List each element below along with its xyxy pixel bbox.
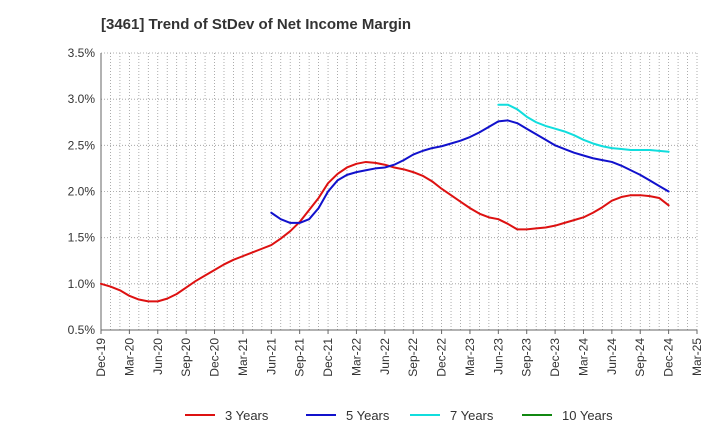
y-tick-label: 1.0% <box>68 277 96 291</box>
y-tick-label: 2.5% <box>68 138 96 152</box>
x-tick-label: Sep-21 <box>293 338 307 377</box>
x-tick-label: Mar-24 <box>576 338 590 376</box>
x-tick-label: Dec-21 <box>321 338 335 377</box>
series-line-3-years <box>100 160 670 303</box>
y-tick-label: 2.0% <box>68 185 96 199</box>
x-tick-label: Sep-22 <box>406 338 420 377</box>
x-tick-label: Sep-23 <box>520 338 534 377</box>
y-tick-label: 0.5% <box>68 323 96 337</box>
x-tick-label: Dec-24 <box>662 338 676 377</box>
legend-label: 3 Years <box>225 408 269 423</box>
legend-label: 5 Years <box>346 408 390 423</box>
series-line-5-years <box>270 119 670 224</box>
y-tick-label: 3.5% <box>68 46 96 60</box>
x-tick-label: Mar-22 <box>349 338 363 376</box>
x-tick-label: Sep-24 <box>633 338 647 377</box>
x-tick-label: Jun-22 <box>378 338 392 375</box>
x-tick-label: Jun-24 <box>605 338 619 375</box>
x-tick-label: Mar-25 <box>690 338 704 376</box>
legend-label: 10 Years <box>562 408 613 423</box>
x-tick-label: Dec-19 <box>94 338 108 377</box>
x-tick-label: Jun-20 <box>151 338 165 375</box>
series-line-7-years <box>497 103 670 153</box>
x-tick-label: Jun-23 <box>491 338 505 375</box>
chart-title: [3461] Trend of StDev of Net Income Marg… <box>101 16 412 33</box>
x-tick-label: Sep-20 <box>179 338 193 377</box>
x-tick-label: Dec-23 <box>548 338 562 377</box>
x-tick-label: Dec-22 <box>435 338 449 377</box>
x-tick-label: Dec-20 <box>208 338 222 377</box>
x-tick-label: Mar-20 <box>122 338 136 376</box>
x-tick-label: Jun-21 <box>264 338 278 375</box>
y-tick-label: 3.0% <box>68 92 96 106</box>
x-tick-label: Mar-23 <box>463 338 477 376</box>
y-tick-label: 1.5% <box>68 231 96 245</box>
x-tick-label: Mar-21 <box>236 338 250 376</box>
legend-label: 7 Years <box>450 408 494 423</box>
